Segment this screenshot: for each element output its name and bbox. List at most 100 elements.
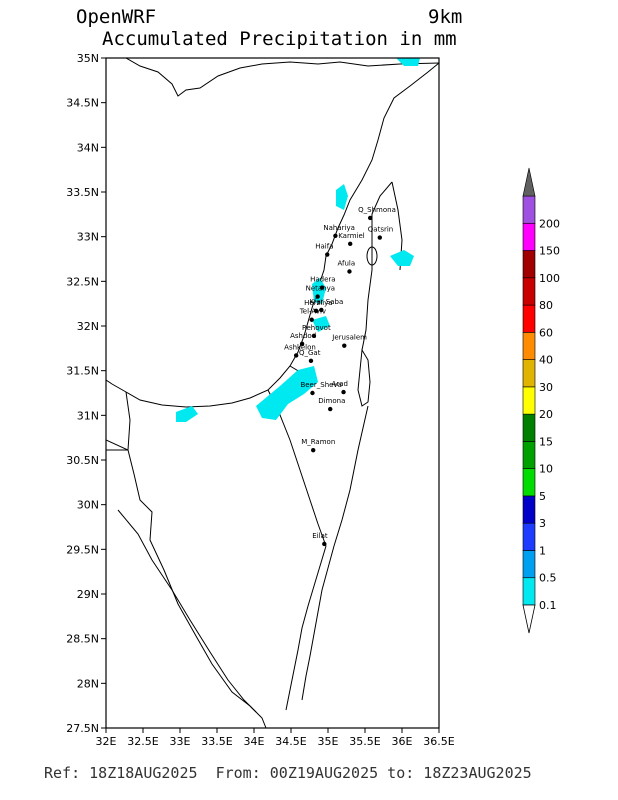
lon-tick-label: 35E [318, 735, 339, 748]
legend-label: 60 [539, 326, 553, 339]
legend-bottom-arrow [522, 604, 536, 634]
lat-tick-label: 32.5N [66, 275, 99, 288]
lat-tick-label: 34N [77, 141, 99, 154]
legend-label: 0.1 [539, 599, 557, 612]
precip-area [396, 58, 420, 66]
legend-swatch [522, 550, 536, 579]
legend-swatch [522, 495, 536, 524]
city-label: Tel-Aviv [299, 308, 326, 316]
city-dot [377, 235, 382, 240]
city-label: Dimona [318, 397, 345, 405]
legend-swatch [522, 195, 536, 224]
lon-tick-label: 32E [96, 735, 117, 748]
city-dot [319, 285, 325, 290]
precip-area [256, 366, 318, 420]
city-label: Kfar Saba [309, 298, 343, 306]
legend-label: 80 [539, 299, 553, 312]
lon-tick-label: 35.5E [349, 735, 380, 748]
lat-tick-label: 28.5N [66, 633, 99, 646]
lat-tick-label: 31N [77, 409, 99, 422]
lon-tick-label: 33.5E [201, 735, 232, 748]
city-dot [325, 252, 330, 257]
legend-label: 200 [539, 217, 560, 230]
legend-swatch [522, 304, 536, 333]
precipitation-areas [176, 58, 420, 422]
city-dot [319, 307, 324, 313]
city-label: Hadera [310, 276, 335, 284]
legend-label: 100 [539, 272, 560, 285]
lon-tick-label: 36.5E [423, 735, 454, 748]
lat-tick-label: 30.5N [66, 454, 99, 467]
lat-tick-label: 27.5N [66, 722, 99, 735]
legend-label: 20 [539, 408, 553, 421]
precip-area [176, 406, 198, 422]
city-label: Arad [332, 380, 348, 388]
city-dot [308, 358, 314, 364]
legend-swatch [522, 468, 536, 497]
legend-swatch [522, 250, 536, 279]
lat-tick-label: 29.5N [66, 543, 99, 556]
legend-top-arrow [522, 167, 536, 197]
lat-tick-label: 30N [77, 499, 99, 512]
city-label: Q_Shmona [358, 206, 396, 214]
legend-swatch [522, 332, 536, 360]
lon-tick-label: 36E [392, 735, 413, 748]
city-label: Afula [337, 260, 355, 268]
precipitation-legend: 0.1 0.5 1 3 5 10 15 20 30 40 60 80 100 150 200 [522, 167, 560, 634]
city-label: Ashkelon [284, 343, 316, 351]
city-dot [313, 308, 319, 314]
city-label: Eilat [312, 532, 328, 540]
city-dot [348, 241, 353, 247]
latitude-axis: 35N 34.5N 34N 33.5N 33N 32.5N 32N 31.5N 31N 30.5N… [66, 52, 106, 735]
city-label: Netanya [306, 285, 335, 293]
lon-tick-label: 33E [170, 735, 191, 748]
legend-swatch [522, 441, 536, 469]
city-label: Rehovot [302, 324, 331, 332]
legend-swatch [522, 413, 536, 442]
legend-label: 3 [539, 517, 546, 530]
city-dot [309, 317, 314, 322]
precip-area [390, 250, 414, 266]
city-dot [347, 269, 352, 274]
legend-label: 40 [539, 354, 553, 367]
legend-label: 30 [539, 381, 553, 394]
legend-label: 15 [539, 435, 553, 448]
city-label: Nahariya [323, 224, 355, 232]
city-dot [310, 390, 315, 396]
model-name: OpenWRF [76, 6, 157, 28]
city-dot [322, 541, 327, 547]
city-label: Jerusalem [331, 334, 367, 342]
lat-tick-label: 31.5N [66, 365, 99, 378]
precip-area [312, 278, 326, 304]
city-label: Q_Gat [299, 349, 321, 357]
legend-label: 10 [539, 463, 553, 476]
city-label: Herzliya [304, 299, 332, 307]
city-dot [342, 343, 347, 348]
city-label: Beer_Sheva [300, 381, 341, 389]
legend-swatch [522, 359, 536, 388]
lat-tick-label: 33N [77, 231, 99, 244]
resolution-label: 9km [428, 6, 463, 28]
city-label: Ashdod [290, 332, 316, 340]
legend-label: 1 [539, 544, 546, 557]
lon-tick-label: 32.5E [127, 735, 158, 748]
city-dot [341, 389, 346, 395]
city-dot [328, 406, 333, 412]
city-dot [333, 233, 338, 238]
lat-tick-label: 28N [77, 677, 99, 690]
precip-area [312, 316, 330, 332]
lat-tick-label: 33.5N [66, 186, 99, 199]
lat-tick-label: 32N [77, 320, 99, 333]
legend-label: 150 [539, 245, 560, 258]
legend-swatch [522, 222, 536, 251]
legend-label: 5 [539, 490, 546, 503]
lat-tick-label: 34.5N [66, 97, 99, 110]
city-dot [311, 447, 316, 453]
city-dot [299, 341, 305, 347]
city-label: Qatsrin [368, 226, 393, 234]
city-dot [367, 215, 373, 221]
lat-tick-label: 29N [77, 588, 99, 601]
city-label: Karmiel [338, 232, 365, 240]
